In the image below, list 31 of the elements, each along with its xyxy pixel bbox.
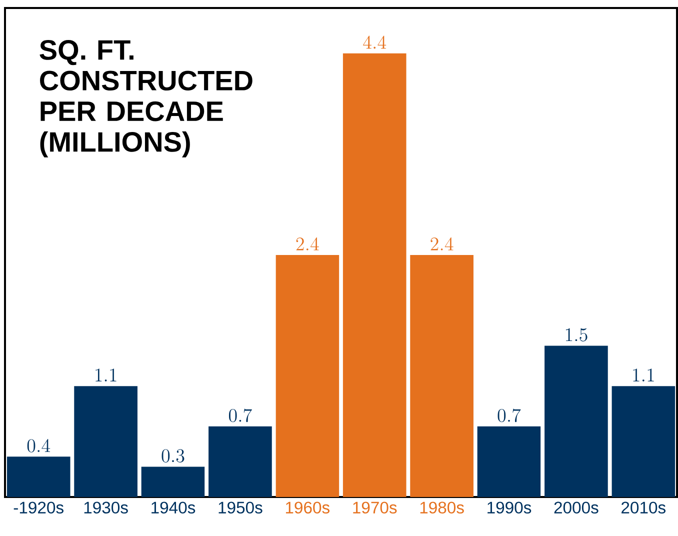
bar <box>6 456 70 497</box>
data-label: 1 . 1 <box>633 368 654 382</box>
data-label: 0.7 <box>228 408 252 422</box>
data-label: 4.4 <box>363 36 386 49</box>
text: SQ. FT. CONSTRUCTED PER DECADE (MILLIONS) <box>40 40 252 158</box>
x-tick-label: 1940s <box>152 502 196 514</box>
data-label: 1 . 1 <box>96 368 116 382</box>
x-tick-label: 2000s <box>554 502 598 514</box>
x-tick-label: 1990s <box>488 502 532 514</box>
data-label: 1 .5 <box>566 328 588 342</box>
data-label: 0.4 <box>27 438 50 452</box>
bar <box>410 255 474 497</box>
x-tick-label: -1920s <box>14 502 64 514</box>
data-label: 2.4 <box>430 237 454 250</box>
data-label: 0.7 <box>498 408 521 422</box>
data-label: 2.4 <box>296 237 319 250</box>
x-tick-label: 2010s <box>622 502 666 514</box>
bar <box>612 386 676 497</box>
x-tick-label: 1930s <box>84 502 128 514</box>
bar <box>342 53 406 497</box>
x-tick-label: 1970s <box>353 502 397 514</box>
bar <box>477 426 541 497</box>
bar <box>141 466 205 497</box>
bar <box>276 255 340 497</box>
x-tick-label: 1950s <box>218 502 262 514</box>
bar <box>544 346 608 497</box>
data-label: 0.3 <box>162 449 184 462</box>
bar <box>74 386 138 497</box>
x-tick-label: 1960s <box>286 502 330 514</box>
bar <box>208 426 272 497</box>
x-tick-label: 1980s <box>420 502 464 514</box>
